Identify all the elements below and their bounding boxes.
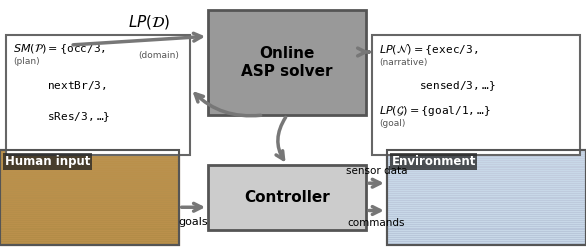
FancyBboxPatch shape (0, 150, 179, 245)
Text: $\mathtt{nextBr/3,}$: $\mathtt{nextBr/3,}$ (47, 79, 107, 92)
Text: Environment: Environment (391, 155, 476, 168)
FancyBboxPatch shape (372, 35, 580, 155)
Text: goals: goals (179, 217, 208, 227)
Text: $SM(\mathcal{P}) = \{\mathtt{occ/3,}$: $SM(\mathcal{P}) = \{\mathtt{occ/3,}$ (13, 42, 106, 56)
Text: $LP(\mathcal{G}) = \{\mathtt{goal/1,\ldots\}}$: $LP(\mathcal{G}) = \{\mathtt{goal/1,\ldo… (379, 104, 491, 118)
Text: $\mathtt{sensed/3,\ldots\}}$: $\mathtt{sensed/3,\ldots\}}$ (419, 79, 496, 92)
Text: (narrative): (narrative) (379, 58, 428, 66)
Text: $LP(\mathcal{D})$: $LP(\mathcal{D})$ (128, 13, 171, 31)
Text: Online
ASP solver: Online ASP solver (241, 46, 333, 79)
Text: sensor data: sensor data (346, 166, 407, 176)
Text: (domain): (domain) (138, 51, 179, 60)
FancyBboxPatch shape (6, 35, 190, 155)
Text: (goal): (goal) (379, 119, 406, 128)
Text: Human input: Human input (5, 155, 90, 168)
Text: $\mathtt{sRes/3,\ldots\}}$: $\mathtt{sRes/3,\ldots\}}$ (47, 110, 110, 124)
Text: Controller: Controller (244, 190, 330, 205)
Text: commands: commands (347, 218, 406, 228)
FancyBboxPatch shape (387, 150, 586, 245)
Text: $LP(\mathcal{N}) = \{\mathtt{exec/3,}$: $LP(\mathcal{N}) = \{\mathtt{exec/3,}$ (379, 42, 478, 57)
Text: (plan): (plan) (13, 58, 39, 66)
FancyBboxPatch shape (208, 10, 366, 115)
FancyBboxPatch shape (208, 165, 366, 230)
